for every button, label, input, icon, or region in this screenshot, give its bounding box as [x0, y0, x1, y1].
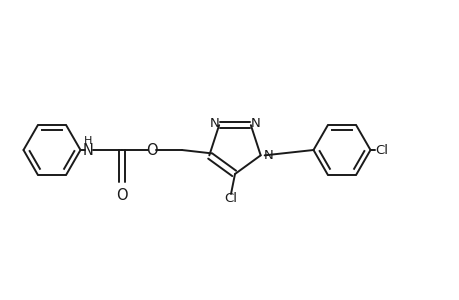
Text: N: N — [263, 149, 273, 162]
Text: H: H — [84, 136, 92, 146]
Text: Cl: Cl — [224, 191, 237, 205]
Text: N: N — [251, 117, 260, 130]
Text: O: O — [146, 142, 157, 158]
Text: N: N — [209, 117, 218, 130]
Text: O: O — [116, 188, 128, 203]
Text: Cl: Cl — [374, 143, 387, 157]
Text: N: N — [82, 142, 93, 158]
